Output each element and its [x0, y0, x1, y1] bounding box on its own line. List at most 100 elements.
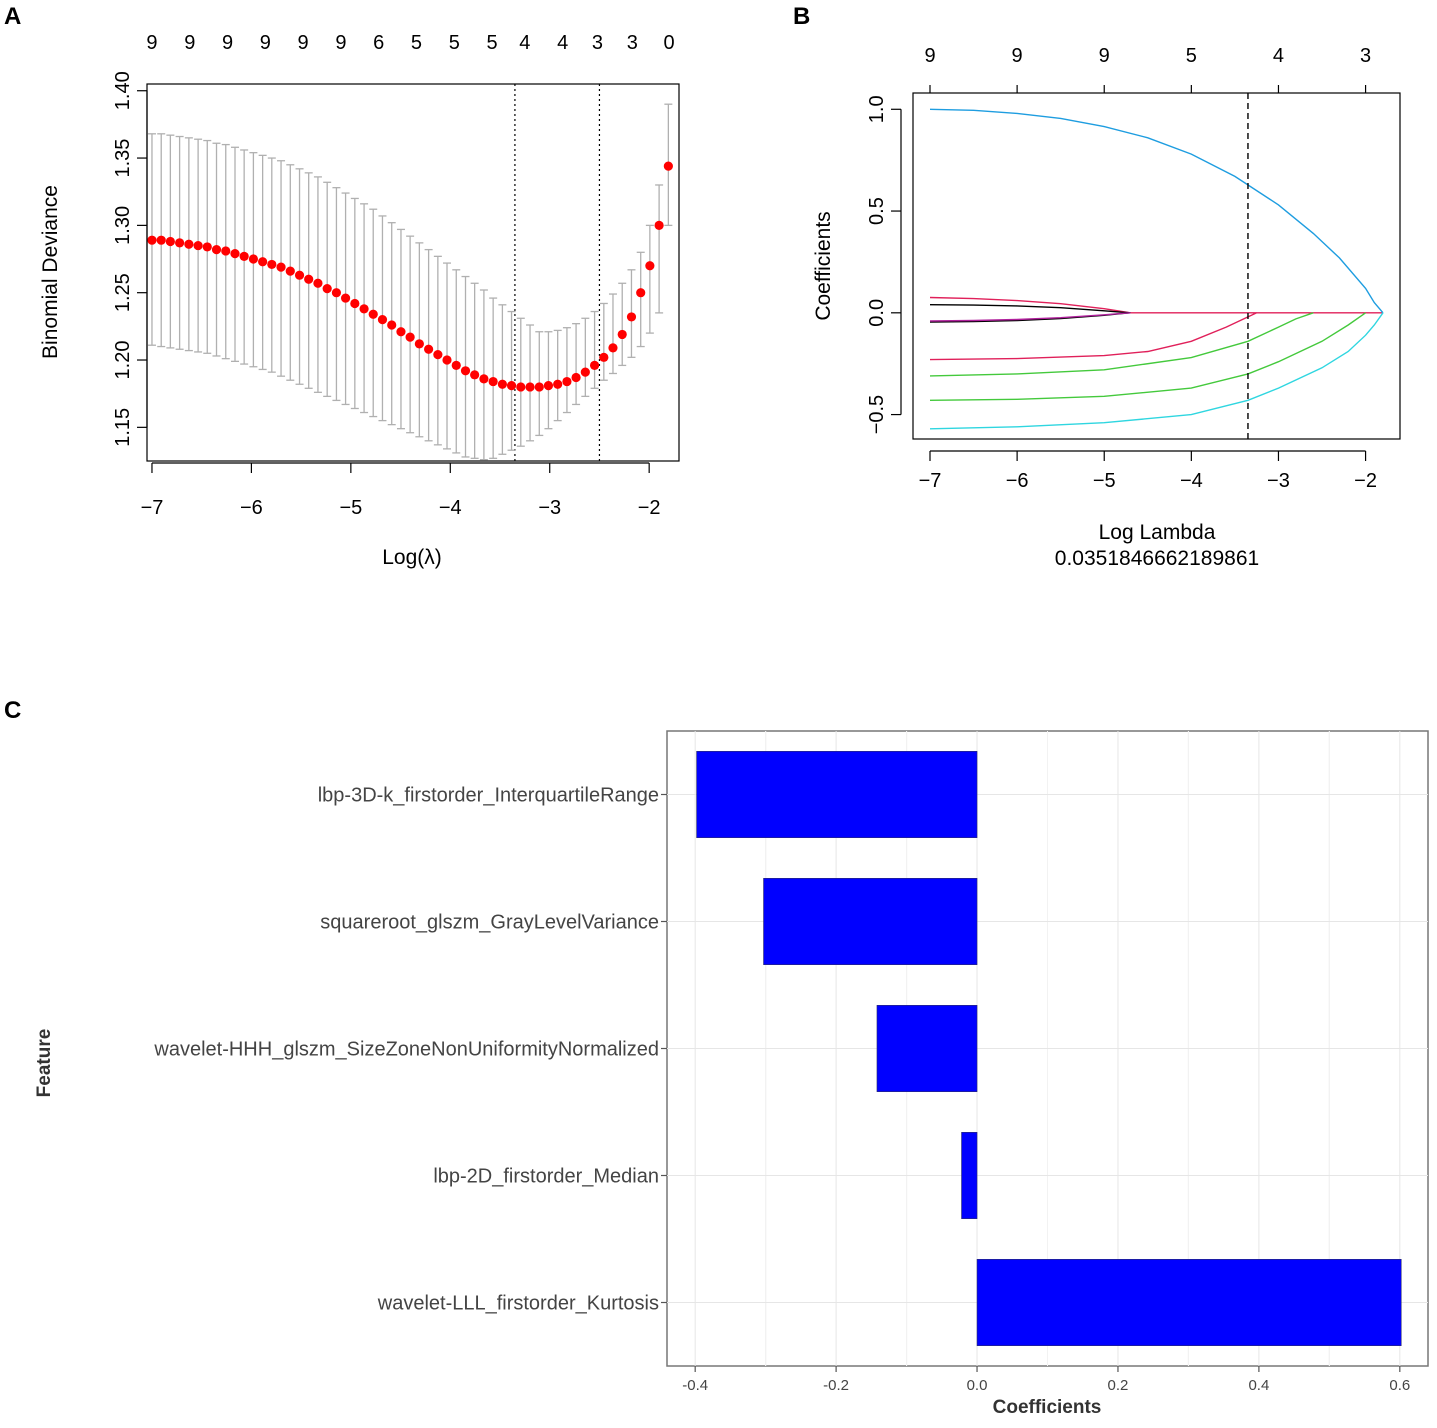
- data-point: [534, 382, 544, 392]
- data-point: [442, 355, 452, 365]
- top-count-label: 3: [627, 32, 638, 54]
- data-point: [276, 262, 286, 272]
- top-count-label: 9: [335, 32, 346, 54]
- y-tick-label: 1.20: [112, 341, 134, 380]
- bar: [876, 1005, 978, 1092]
- data-point: [294, 270, 305, 280]
- data-point: [414, 339, 424, 349]
- data-point: [626, 312, 637, 322]
- y-tick-label: 1.35: [112, 139, 134, 178]
- data-point: [387, 320, 397, 330]
- x-tick-label: −5: [339, 497, 362, 519]
- x-tick-label: −7: [919, 470, 942, 492]
- chart-a-y-axis-label: Binomial Deviance: [39, 185, 62, 359]
- top-count-label: 4: [519, 32, 530, 54]
- data-point: [331, 288, 342, 298]
- series-line-cyan: [929, 312, 1384, 430]
- series-line-pink-neg: [929, 312, 1257, 361]
- data-point: [267, 259, 277, 270]
- top-count-label: 5: [411, 32, 422, 54]
- data-point: [580, 367, 590, 377]
- data-point: [156, 235, 166, 245]
- top-count-label: 9: [146, 32, 157, 54]
- x-tick-label: −2: [1354, 470, 1377, 492]
- chart-c: lbp-3D-k_firstorder_InterquartileRangesq…: [34, 730, 1429, 1418]
- chart-a: −7 −6 −5 −4 −3 −2 1.15 1.20 1.25 1.30 1.35 1.40 9 9…: [39, 32, 680, 569]
- chart-a-x-axis-label: Log(λ): [382, 546, 442, 569]
- data-point: [405, 332, 415, 342]
- data-point: [313, 278, 323, 288]
- data-point: [230, 249, 240, 259]
- top-count-label: 5: [1186, 45, 1197, 67]
- data-point: [654, 220, 664, 230]
- panel-label-b: B: [793, 3, 810, 30]
- data-point: [165, 236, 175, 247]
- chart-b-x-axis-label: Log Lambda: [1099, 521, 1216, 544]
- x-tick-label: 0.6: [1389, 1377, 1410, 1394]
- data-point: [147, 235, 157, 245]
- data-point: [359, 304, 369, 314]
- feature-label: wavelet-HHH_glszm_SizeZoneNonUniformityN…: [153, 1039, 659, 1061]
- data-point: [239, 251, 249, 261]
- data-point: [645, 261, 655, 271]
- top-count-label: 9: [298, 32, 309, 54]
- y-tick-label: 1.30: [112, 206, 134, 245]
- top-count-label: 9: [1012, 45, 1023, 67]
- data-point: [304, 274, 314, 284]
- data-point: [451, 360, 461, 371]
- data-point: [543, 381, 554, 391]
- x-tick-label: -0.4: [682, 1377, 708, 1394]
- series-line-black-pos: [929, 304, 1131, 314]
- data-point: [433, 350, 443, 360]
- x-tick-label: −4: [439, 497, 462, 519]
- series-line-green-2: [929, 312, 1314, 377]
- data-point: [470, 370, 480, 380]
- panel-label-a: A: [4, 3, 21, 30]
- x-tick-label: −7: [141, 497, 164, 519]
- bar: [961, 1132, 978, 1219]
- data-point: [636, 288, 646, 298]
- data-point: [617, 329, 627, 340]
- y-tick-label: 0.0: [866, 299, 888, 327]
- x-tick-label: −2: [638, 497, 661, 519]
- data-point: [368, 309, 378, 319]
- chart-b-lambda-value: 0.0351846662189861: [1055, 547, 1259, 570]
- feature-label: lbp-2D_firstorder_Median: [433, 1166, 659, 1188]
- top-count-label: 9: [1099, 45, 1110, 67]
- data-point: [221, 246, 231, 256]
- data-point: [340, 293, 351, 303]
- top-count-label: 9: [924, 45, 935, 67]
- x-tick-label: −5: [1093, 470, 1116, 492]
- x-tick-label: −6: [1006, 470, 1029, 492]
- data-point: [516, 382, 526, 392]
- data-point: [460, 366, 471, 376]
- y-tick-label: 1.15: [112, 408, 134, 447]
- y-tick-label: 1.25: [112, 273, 134, 312]
- feature-label: squareroot_glszm_GrayLevelVariance: [320, 912, 659, 934]
- y-tick-label: 0.5: [866, 197, 888, 225]
- top-count-label: 9: [184, 32, 195, 54]
- y-tick-label: 1.40: [112, 71, 134, 110]
- series-line-blue: [929, 108, 1384, 314]
- top-count-label: 4: [1273, 45, 1284, 67]
- chart-b-plot-frame: [912, 92, 1401, 440]
- x-tick-label: -0.2: [823, 1377, 849, 1394]
- x-tick-label: −6: [240, 497, 263, 519]
- data-point: [525, 382, 535, 392]
- top-count-label: 5: [486, 32, 497, 54]
- series-line-purple-neg: [929, 312, 1131, 322]
- feature-label: wavelet-LLL_firstorder_Kurtosis: [377, 1293, 659, 1315]
- data-point: [285, 266, 295, 276]
- top-count-label: 3: [592, 32, 603, 54]
- y-tick-label: 1.0: [866, 95, 888, 123]
- chart-c-y-axis-label: Feature: [34, 1029, 55, 1098]
- chart-c-x-axis-label: Coefficients: [993, 1397, 1102, 1418]
- feature-label: lbp-3D-k_firstorder_InterquartileRange: [318, 785, 659, 807]
- data-point: [571, 372, 581, 383]
- top-count-label: 9: [260, 32, 271, 54]
- chart-b: −7 −6 −5 −4 −3 −2 −0.5 0.0 0.5 1.0 9 9 9 5 4 3 Log La…: [812, 45, 1401, 570]
- data-point: [184, 239, 194, 249]
- top-count-label: 5: [449, 32, 460, 54]
- data-point: [350, 298, 360, 309]
